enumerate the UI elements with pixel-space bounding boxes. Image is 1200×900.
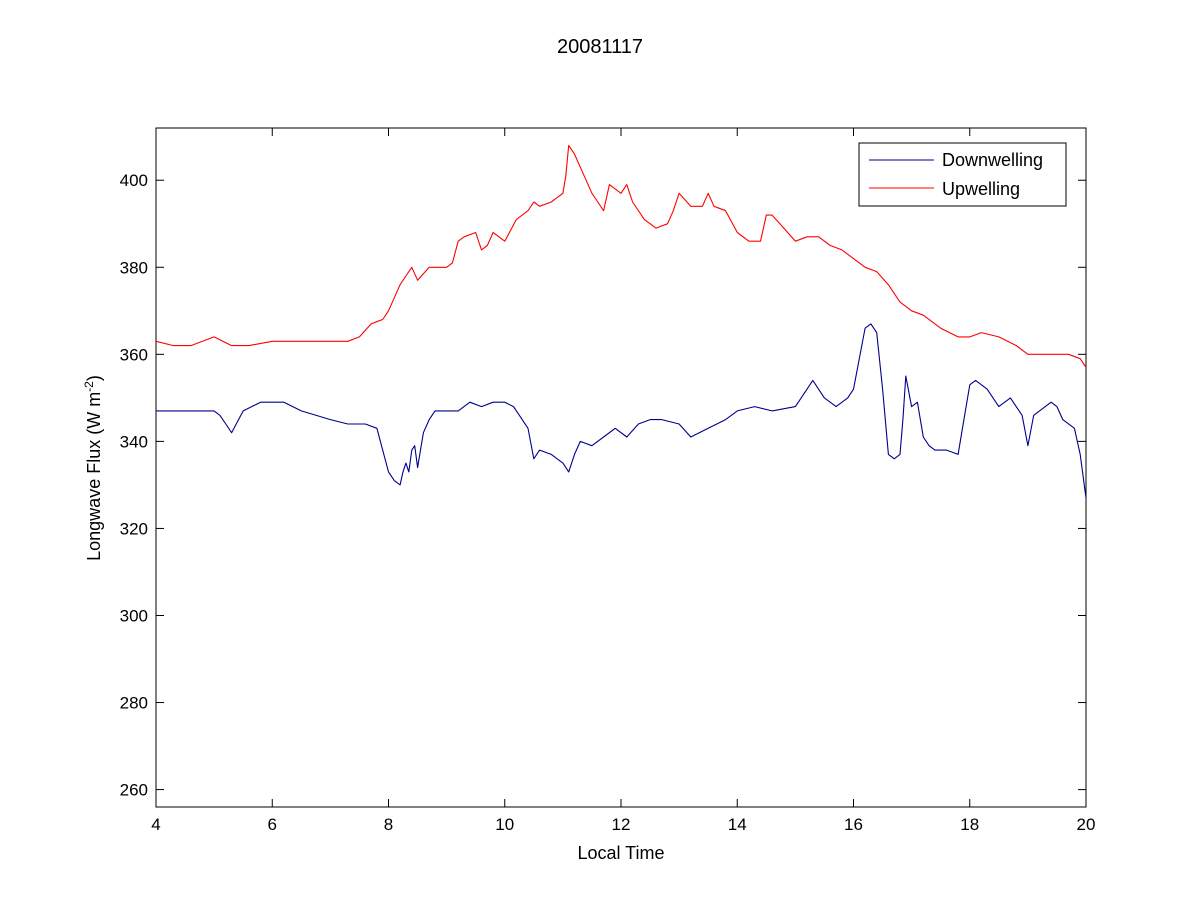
y-tick-label: 380	[120, 258, 148, 277]
y-tick-label: 400	[120, 171, 148, 190]
ticks-layer: 4 6 8 10 12 14 16 18 20 260 280 300 320 340 360 380 400	[120, 128, 1096, 834]
series-line-upwelling	[155, 144, 1087, 368]
y-tick-label: 360	[120, 345, 148, 364]
x-tick-label: 10	[495, 815, 514, 834]
plot-area	[155, 127, 1087, 808]
x-tick-label: 20	[1077, 815, 1096, 834]
x-tick-label: 14	[728, 815, 747, 834]
x-tick-label: 16	[844, 815, 863, 834]
x-axis-label: Local Time	[577, 843, 664, 863]
y-tick-label: 340	[120, 432, 148, 451]
y-tick-label: 260	[120, 781, 148, 800]
y-tick-label: 320	[120, 519, 148, 538]
x-tick-label: 18	[960, 815, 979, 834]
x-tick-label: 6	[268, 815, 277, 834]
y-axis-label: Longwave Flux (W m-2)	[82, 375, 104, 561]
legend-label-upwelling: Upwelling	[942, 179, 1020, 199]
y-axis-label-close: )	[84, 375, 104, 381]
series-layer	[155, 144, 1087, 499]
y-tick-label: 300	[120, 606, 148, 625]
legend-label-downwelling: Downwelling	[942, 150, 1043, 170]
y-axis-label-main: Longwave Flux (W m	[84, 392, 104, 561]
y-tick-label: 280	[120, 694, 148, 713]
x-tick-label: 8	[384, 815, 393, 834]
legend: Downwelling Upwelling	[858, 142, 1067, 207]
legend-box	[858, 142, 1067, 207]
series-line-downwelling	[156, 323, 1087, 499]
chart-title: 20081117	[557, 36, 643, 58]
x-tick-label: 12	[612, 815, 631, 834]
y-axis-label-sup: -2	[82, 381, 96, 392]
x-tick-label: 4	[151, 815, 160, 834]
